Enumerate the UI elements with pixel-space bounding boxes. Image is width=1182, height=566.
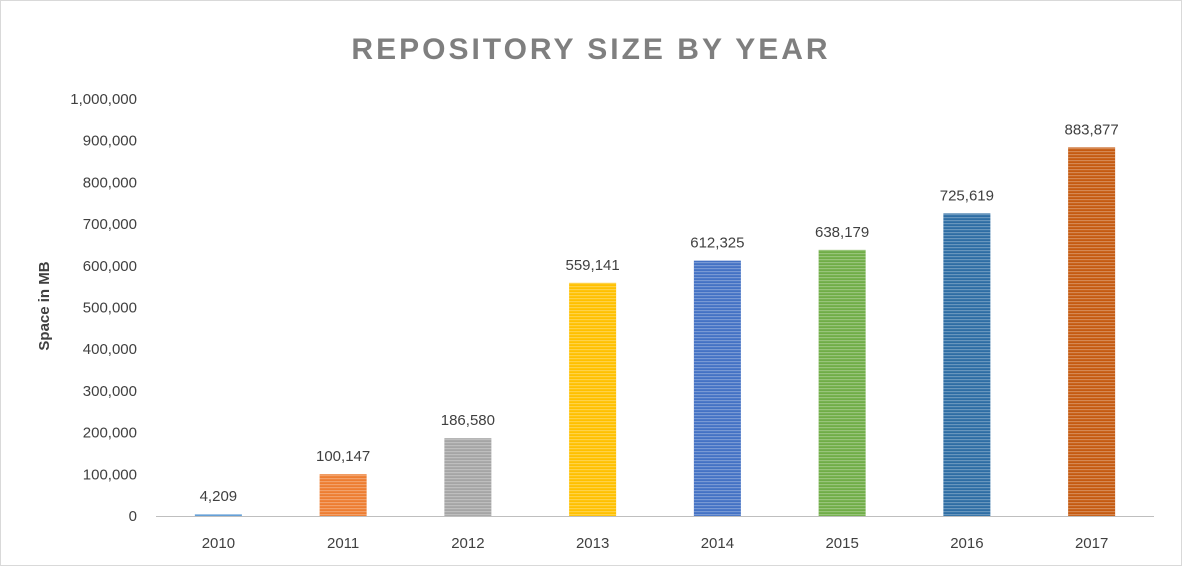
bar-texture xyxy=(569,282,617,516)
x-tick-label: 2013 xyxy=(576,535,609,552)
bar-2011 xyxy=(319,474,367,516)
data-label: 4,209 xyxy=(200,488,238,505)
y-tick-label: 800,000 xyxy=(83,174,137,191)
y-axis: 0 100,000 200,000 300,000 400,000 500,000 600,… xyxy=(70,91,137,525)
bar-texture xyxy=(319,474,367,516)
bar-2013 xyxy=(569,282,617,516)
x-tick-label: 2011 xyxy=(327,535,359,552)
bar-2014 xyxy=(693,260,741,516)
y-tick-label: 100,000 xyxy=(83,466,137,483)
y-tick-label: 600,000 xyxy=(83,258,137,275)
bar-2016 xyxy=(943,213,991,516)
x-tick-label: 2010 xyxy=(202,535,235,552)
data-label: 725,619 xyxy=(940,187,994,204)
y-tick-label: 0 xyxy=(129,508,137,525)
bar-texture xyxy=(818,249,866,516)
chart-title: REPOSITORY SIZE BY YEAR xyxy=(351,33,830,66)
y-tick-label: 1,000,000 xyxy=(70,91,137,108)
data-label: 559,141 xyxy=(566,257,620,274)
y-tick-label: 200,000 xyxy=(83,425,137,442)
bar-texture xyxy=(444,438,492,516)
y-tick-label: 400,000 xyxy=(83,341,137,358)
y-tick-label: 700,000 xyxy=(83,216,137,233)
bar-texture xyxy=(194,514,242,516)
data-label: 883,877 xyxy=(1065,121,1119,138)
x-tick-label: 2015 xyxy=(825,535,858,552)
y-tick-label: 300,000 xyxy=(83,383,137,400)
bar-2015 xyxy=(818,249,866,516)
bar-texture xyxy=(1068,147,1116,517)
bars xyxy=(194,147,1116,517)
bar-2010 xyxy=(194,514,242,516)
x-tick-label: 2014 xyxy=(701,535,734,552)
y-tick-label: 900,000 xyxy=(83,133,137,150)
data-labels: 4,209 100,147 186,580 559,141 612,325 638,179… xyxy=(200,121,1119,505)
data-label: 612,325 xyxy=(690,235,744,252)
x-axis: 2010 2011 2012 2013 2014 2015 2016 2017 xyxy=(202,535,1109,552)
y-tick-label: 500,000 xyxy=(83,300,137,317)
bar-texture xyxy=(693,260,741,516)
bar-2017 xyxy=(1068,147,1116,517)
data-label: 638,179 xyxy=(815,224,869,241)
data-label: 186,580 xyxy=(441,412,495,429)
x-tick-label: 2017 xyxy=(1075,535,1108,552)
y-axis-label: Space in MB xyxy=(36,261,53,350)
bar-texture xyxy=(943,213,991,516)
x-tick-label: 2012 xyxy=(451,535,484,552)
bar-2012 xyxy=(444,438,492,516)
data-label: 100,147 xyxy=(316,448,370,465)
x-tick-label: 2016 xyxy=(950,535,983,552)
